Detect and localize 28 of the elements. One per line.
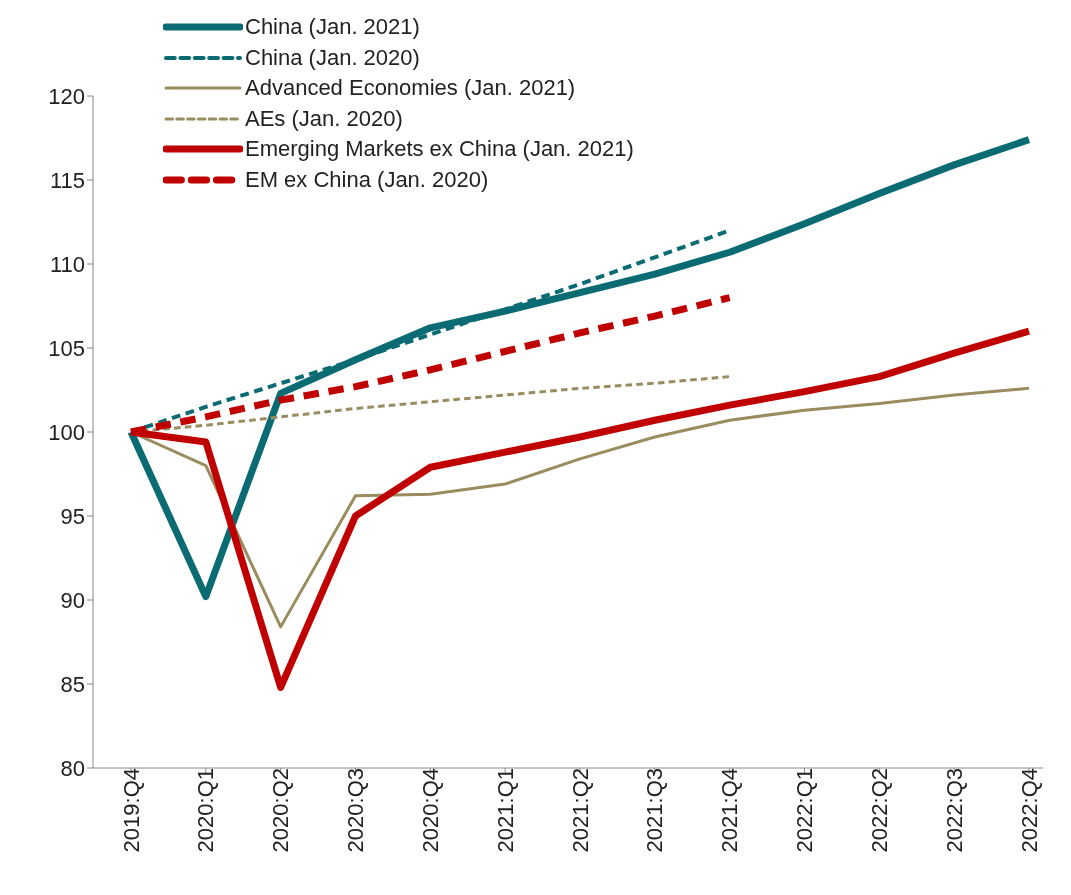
y-tick-label: 90 [60,587,85,613]
x-tick-label: 2022:Q3 [941,768,967,853]
x-tick-label: 2022:Q4 [1016,768,1042,853]
legend-label: China (Jan. 2021) [245,13,420,41]
y-tick-label: 100 [48,419,85,445]
x-tick-label: 2021:Q4 [717,768,743,853]
y-tick-label: 80 [60,755,85,781]
y-tick-label: 115 [49,167,85,193]
x-tick-label: 2021:Q3 [642,768,668,853]
legend-label: EM ex China (Jan. 2020) [245,165,489,194]
x-tick-label: 2020:Q4 [417,768,443,853]
legend-label: AEs (Jan. 2020) [245,104,403,133]
y-tick-label: 85 [60,671,85,697]
legend-label: Advanced Economies (Jan. 2021) [245,74,576,102]
x-tick-label: 2021:Q2 [567,768,593,853]
x-tick-label: 2020:Q2 [268,768,294,853]
legend-label: China (Jan. 2020) [245,43,420,72]
y-tick-label: 105 [48,335,85,361]
y-tick-label: 120 [48,83,85,109]
legend-label: Emerging Markets ex China (Jan. 2021) [245,135,634,163]
x-tick-label: 2021:Q1 [492,768,518,853]
y-tick-label: 95 [60,503,85,529]
x-tick-label: 2019:Q4 [118,768,144,853]
x-tick-label: 2020:Q1 [193,768,219,853]
y-tick-label: 110 [49,251,85,277]
x-tick-label: 2022:Q2 [866,768,892,853]
x-tick-label: 2020:Q3 [343,768,369,853]
x-tick-label: 2022:Q1 [792,768,818,853]
